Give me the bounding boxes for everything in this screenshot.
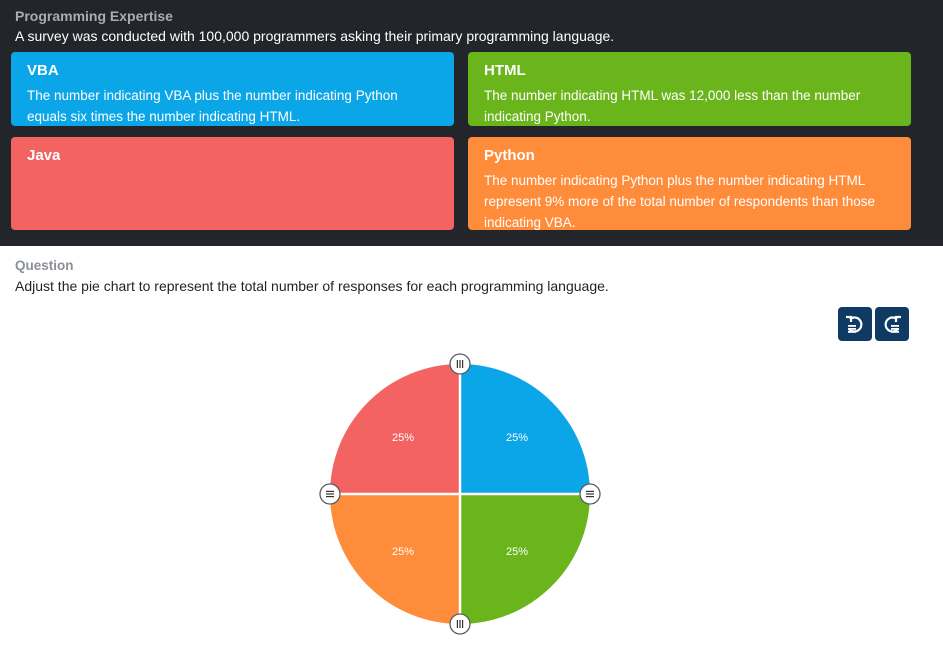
card-title: Python <box>484 147 535 164</box>
question-label: Question <box>15 258 74 273</box>
undo-icon <box>846 315 863 333</box>
redo-icon <box>884 315 901 333</box>
pie-slice-java <box>330 364 460 494</box>
card-java: Java <box>11 137 454 230</box>
question-text: Adjust the pie chart to represent the to… <box>15 278 609 294</box>
card-description: The number indicating Python plus the nu… <box>484 173 875 230</box>
pie-slice-python <box>330 494 460 624</box>
card-description: The number indicating HTML was 12,000 le… <box>484 88 861 124</box>
card-description: The number indicating VBA plus the numbe… <box>27 88 398 124</box>
pie-slice-label: 25% <box>506 546 528 558</box>
pie-slice-vba <box>460 364 590 494</box>
card-title: HTML <box>484 62 526 79</box>
pie-slice-label: 25% <box>506 432 528 444</box>
panel-heading: Programming Expertise <box>15 8 173 24</box>
drag-handle-icon[interactable] <box>449 613 471 635</box>
panel-intro: A survey was conducted with 100,000 prog… <box>15 28 615 44</box>
redo-button[interactable] <box>875 307 909 341</box>
card-vba: VBA The number indicating VBA plus the n… <box>11 52 454 126</box>
pie-slice-label: 25% <box>392 432 414 444</box>
card-title: Java <box>27 147 61 164</box>
drag-handle-icon[interactable] <box>319 483 341 505</box>
undo-button[interactable] <box>838 307 872 341</box>
problem-panel: Programming Expertise A survey was condu… <box>0 0 943 246</box>
pie-slice-label: 25% <box>392 546 414 558</box>
card-title: VBA <box>27 62 59 79</box>
card-html: HTML The number indicating HTML was 12,0… <box>468 52 911 126</box>
pie-slice-html <box>460 494 590 624</box>
drag-handle-icon[interactable] <box>579 483 601 505</box>
drag-handle-icon[interactable] <box>449 353 471 375</box>
card-python: Python The number indicating Python plus… <box>468 137 911 230</box>
